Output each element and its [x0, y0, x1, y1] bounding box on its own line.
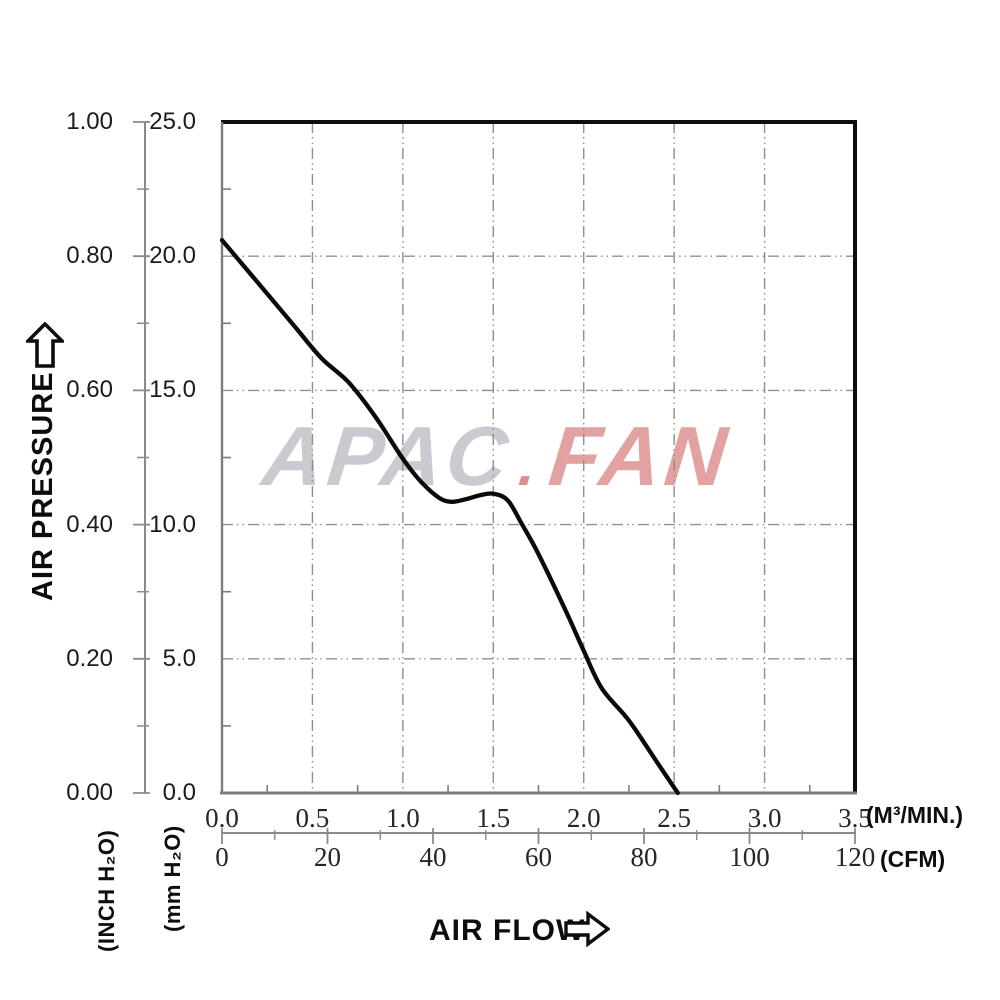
x-tick-cfm: 80: [630, 842, 658, 872]
y-tick-mm: 10.0: [149, 510, 196, 538]
y-tick-inch: 0.00: [66, 779, 113, 806]
right-arrow-icon: [564, 911, 610, 947]
y-axis-title: AIR PRESSURE: [27, 371, 59, 601]
x-tick-m3min: 0.0: [205, 803, 239, 833]
y-tick-inch: 0.80: [66, 242, 113, 270]
x-tick-cfm: 100: [729, 842, 770, 872]
up-arrow-icon: [26, 322, 64, 368]
x-tick-m3min: 2.0: [566, 803, 601, 833]
x-tick-m3min: 1.0: [385, 803, 420, 833]
x-unit-m3min-label: (M³/MIN.): [866, 802, 964, 828]
x-unit-cfm-label: (CFM): [880, 846, 946, 872]
y-tick-mm: 0.0: [162, 779, 196, 806]
x-tick-cfm: 0: [215, 842, 229, 872]
y-tick-mm: 20.0: [149, 242, 196, 270]
x-tick-m3min: 3.5: [838, 803, 872, 833]
x-tick-cfm: 20: [314, 842, 341, 872]
x-tick-m3min: 3.0: [747, 803, 782, 833]
x-tick-cfm: 40: [419, 842, 447, 872]
y-unit-inch-label: (INCH H₂O): [94, 829, 119, 952]
y-tick-inch: 0.40: [66, 510, 113, 538]
x-tick-cfm: 120: [834, 842, 876, 872]
x-tick-cfm: 60: [525, 842, 552, 872]
x-tick-m3min: 2.5: [657, 803, 692, 833]
y-tick-mm: 15.0: [149, 376, 196, 404]
x-tick-m3min: 1.5: [476, 803, 511, 833]
y-tick-inch: 0.20: [66, 644, 113, 672]
y-tick-inch: 0.60: [66, 376, 113, 404]
y-tick-mm: 25.0: [149, 108, 196, 135]
performance-curve: [219, 237, 680, 796]
x-axis-title: AIR FLOW: [429, 914, 586, 947]
y-tick-mm: 5.0: [162, 644, 196, 672]
y-tick-inch: 1.00: [66, 108, 113, 135]
y-unit-mm-label: (mm H₂O): [160, 825, 185, 932]
x-tick-m3min: 0.5: [295, 803, 330, 833]
